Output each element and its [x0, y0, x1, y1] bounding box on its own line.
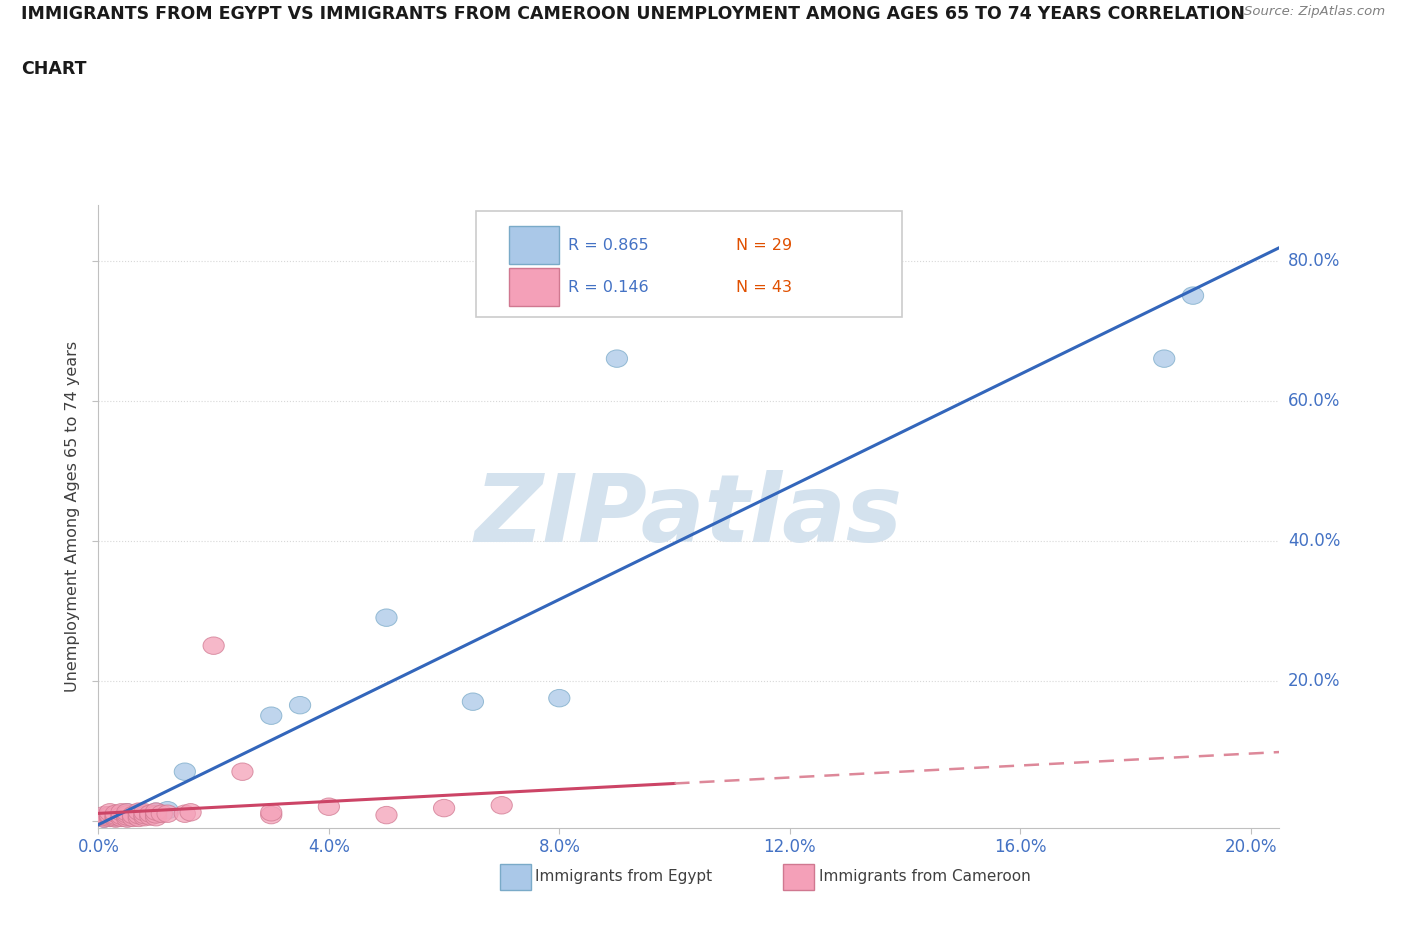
- Text: Immigrants from Cameroon: Immigrants from Cameroon: [818, 870, 1031, 884]
- Ellipse shape: [117, 804, 138, 821]
- Ellipse shape: [100, 809, 121, 827]
- FancyBboxPatch shape: [509, 268, 560, 307]
- Text: IMMIGRANTS FROM EGYPT VS IMMIGRANTS FROM CAMEROON UNEMPLOYMENT AMONG AGES 65 TO : IMMIGRANTS FROM EGYPT VS IMMIGRANTS FROM…: [21, 5, 1246, 22]
- Ellipse shape: [145, 805, 167, 822]
- Ellipse shape: [94, 808, 115, 826]
- Text: N = 43: N = 43: [737, 280, 792, 295]
- Ellipse shape: [375, 806, 396, 824]
- Ellipse shape: [260, 806, 281, 824]
- Ellipse shape: [145, 808, 167, 826]
- Ellipse shape: [128, 809, 149, 827]
- Ellipse shape: [1182, 286, 1204, 304]
- Ellipse shape: [105, 810, 127, 828]
- Text: 60.0%: 60.0%: [1288, 392, 1340, 409]
- Ellipse shape: [134, 806, 155, 824]
- Text: R = 0.146: R = 0.146: [568, 280, 650, 295]
- Ellipse shape: [122, 808, 143, 825]
- Ellipse shape: [174, 763, 195, 780]
- FancyBboxPatch shape: [477, 211, 901, 317]
- Ellipse shape: [145, 805, 167, 823]
- Ellipse shape: [100, 808, 121, 825]
- Ellipse shape: [122, 809, 143, 827]
- Ellipse shape: [100, 804, 121, 821]
- Ellipse shape: [105, 805, 127, 822]
- Ellipse shape: [318, 798, 339, 816]
- Ellipse shape: [111, 809, 132, 827]
- Ellipse shape: [139, 805, 160, 822]
- Ellipse shape: [105, 809, 127, 827]
- Ellipse shape: [145, 803, 167, 820]
- Ellipse shape: [202, 637, 225, 655]
- Ellipse shape: [157, 802, 179, 819]
- Ellipse shape: [145, 803, 167, 820]
- Ellipse shape: [548, 689, 569, 707]
- Ellipse shape: [94, 808, 115, 825]
- Ellipse shape: [111, 808, 132, 826]
- Ellipse shape: [117, 805, 138, 823]
- Ellipse shape: [128, 803, 149, 820]
- Ellipse shape: [94, 806, 115, 824]
- Y-axis label: Unemployment Among Ages 65 to 74 years: Unemployment Among Ages 65 to 74 years: [65, 340, 80, 692]
- Ellipse shape: [491, 797, 512, 814]
- Ellipse shape: [105, 808, 127, 826]
- Ellipse shape: [94, 810, 115, 828]
- Ellipse shape: [94, 810, 115, 828]
- Ellipse shape: [260, 804, 281, 821]
- Ellipse shape: [606, 350, 627, 367]
- Ellipse shape: [134, 805, 155, 822]
- Ellipse shape: [117, 809, 138, 827]
- Text: CHART: CHART: [21, 60, 87, 78]
- Ellipse shape: [111, 804, 132, 821]
- Text: 20.0%: 20.0%: [1288, 671, 1340, 690]
- Ellipse shape: [232, 763, 253, 780]
- Ellipse shape: [100, 806, 121, 824]
- Ellipse shape: [117, 806, 138, 824]
- FancyBboxPatch shape: [509, 226, 560, 264]
- Text: N = 29: N = 29: [737, 237, 793, 253]
- Ellipse shape: [433, 800, 454, 817]
- Ellipse shape: [105, 807, 127, 825]
- Ellipse shape: [117, 808, 138, 825]
- Text: Source: ZipAtlas.com: Source: ZipAtlas.com: [1244, 5, 1385, 18]
- Ellipse shape: [180, 804, 201, 821]
- Ellipse shape: [122, 805, 143, 822]
- Ellipse shape: [100, 806, 121, 824]
- Ellipse shape: [139, 805, 160, 822]
- Ellipse shape: [117, 810, 138, 828]
- Ellipse shape: [134, 808, 155, 826]
- Ellipse shape: [100, 809, 121, 827]
- Ellipse shape: [463, 693, 484, 711]
- Ellipse shape: [157, 805, 179, 822]
- Ellipse shape: [128, 807, 149, 825]
- Ellipse shape: [260, 707, 281, 724]
- Text: 80.0%: 80.0%: [1288, 252, 1340, 270]
- Text: ZIPatlas: ZIPatlas: [475, 471, 903, 562]
- Ellipse shape: [105, 807, 127, 825]
- Ellipse shape: [139, 808, 160, 825]
- Text: 40.0%: 40.0%: [1288, 532, 1340, 550]
- Ellipse shape: [174, 805, 195, 822]
- Text: R = 0.865: R = 0.865: [568, 237, 650, 253]
- Ellipse shape: [111, 807, 132, 825]
- Ellipse shape: [122, 806, 143, 824]
- Ellipse shape: [117, 804, 138, 821]
- Ellipse shape: [128, 804, 149, 821]
- Ellipse shape: [290, 697, 311, 714]
- Ellipse shape: [128, 806, 149, 824]
- Text: Immigrants from Egypt: Immigrants from Egypt: [536, 870, 713, 884]
- Ellipse shape: [1153, 350, 1175, 367]
- Ellipse shape: [375, 609, 396, 627]
- Ellipse shape: [152, 805, 173, 822]
- Ellipse shape: [134, 804, 155, 821]
- Ellipse shape: [111, 805, 132, 822]
